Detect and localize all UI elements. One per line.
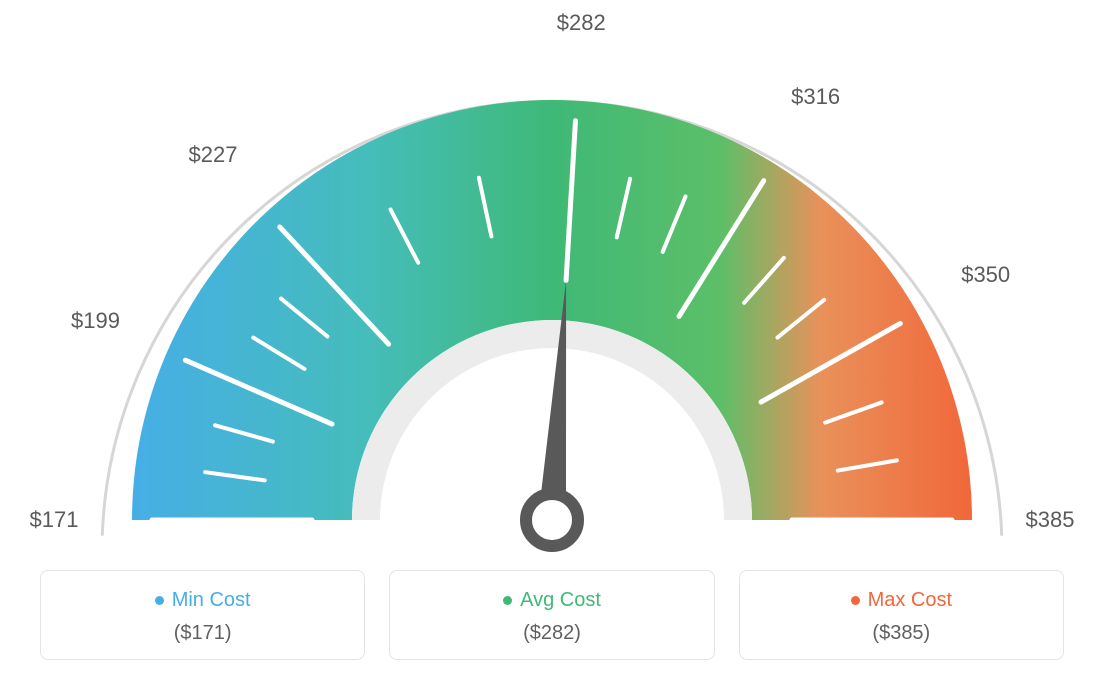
legend-avg-label-text: Avg Cost [520,589,601,612]
legend-max-label-text: Max Cost [868,589,952,612]
legend-card-max: Max Cost ($385) [739,570,1064,660]
gauge-tick-label: $385 [1026,507,1075,533]
legend-card-min: Min Cost ($171) [40,570,365,660]
legend-min-label-text: Min Cost [172,589,251,612]
legend-avg-label: Avg Cost [503,589,601,612]
legend-min-value: ($171) [53,622,352,645]
legend-min-label: Min Cost [155,589,251,612]
gauge-tick-label: $227 [189,142,238,168]
gauge-tick-label: $171 [30,507,79,533]
legend-max-value: ($385) [752,622,1051,645]
gauge-chart: $171 $199 $227 $282 $316 $350 $385 [0,0,1104,560]
gauge-tick-label: $199 [71,308,120,334]
legend-row: Min Cost ($171) Avg Cost ($282) Max Cost… [0,570,1104,660]
gauge-svg [0,0,1104,560]
legend-avg-value: ($282) [402,622,701,645]
gauge-tick-label: $316 [791,84,840,110]
gauge-tick-label: $350 [961,262,1010,288]
legend-card-avg: Avg Cost ($282) [389,570,714,660]
gauge-tick-label: $282 [557,10,606,36]
legend-max-label: Max Cost [851,589,952,612]
